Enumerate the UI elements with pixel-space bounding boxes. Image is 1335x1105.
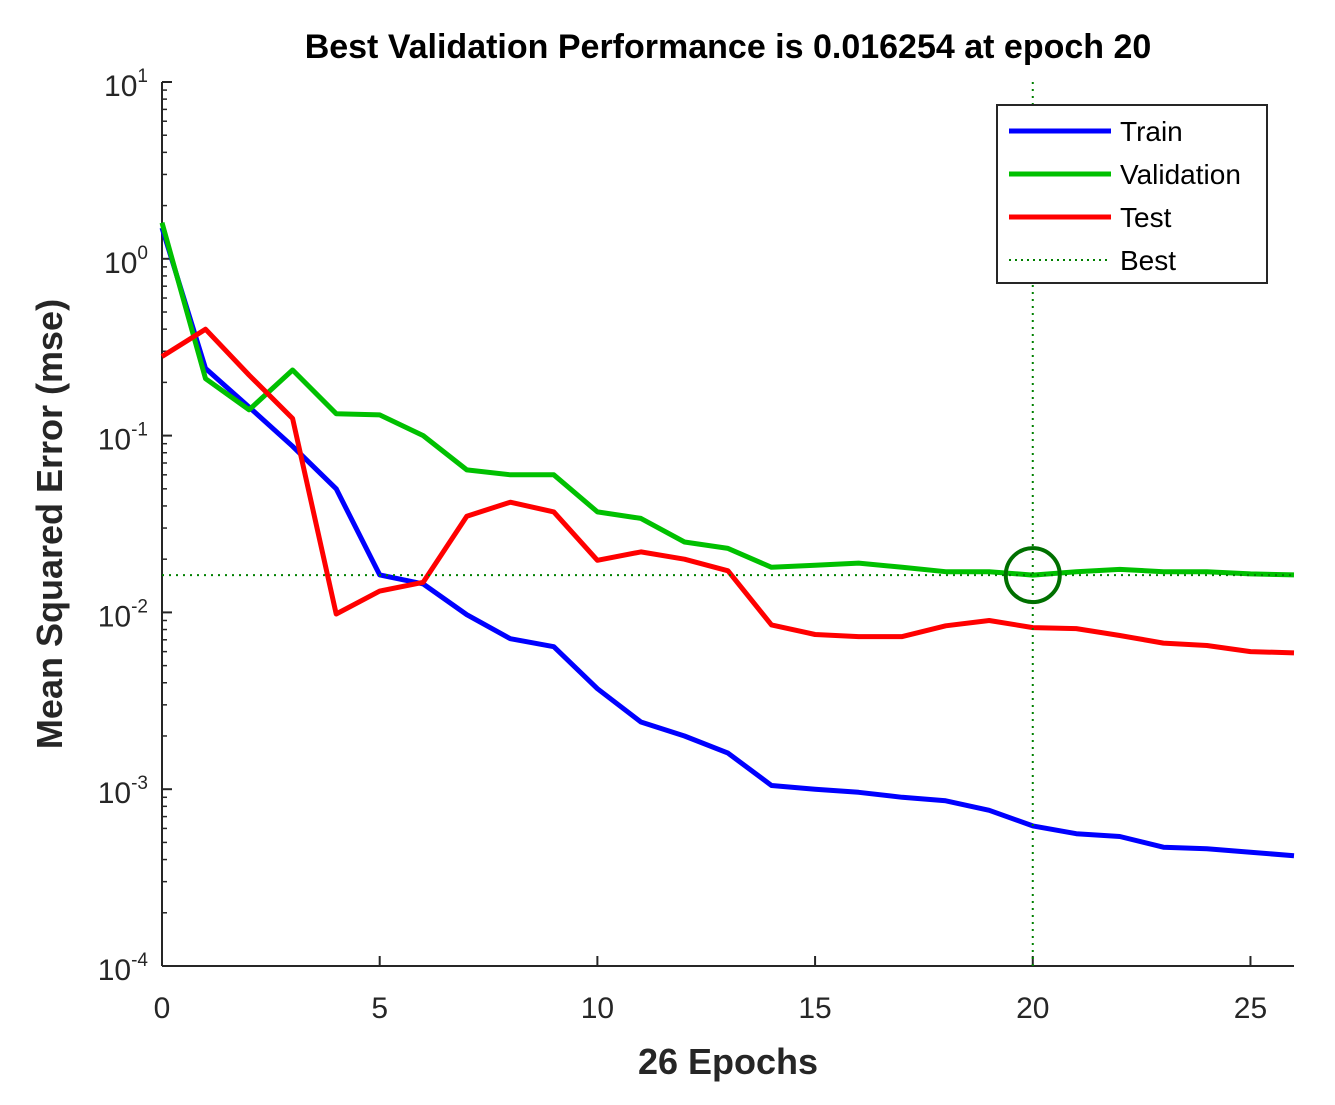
y-tick-label: 10-4 [98,950,149,987]
series-line-train [159,226,1295,859]
x-tick-label: 5 [371,992,388,1025]
best-marker-circle [1003,546,1062,605]
y-tick-exponent: -4 [131,950,148,971]
legend-label-test: Test [1120,202,1172,233]
series-line-validation [159,222,1295,578]
y-tick-exponent: -1 [131,420,148,441]
y-axis-label: Mean Squared Error (mse) [29,299,70,749]
y-tick-label: 10-3 [98,773,148,810]
legend-label-train: Train [1120,116,1183,147]
y-tick-base: 10 [98,600,131,633]
chart-title: Best Validation Performance is 0.016254 … [305,28,1152,66]
y-tick-exponent: -2 [131,596,148,617]
y-tick-exponent: 0 [137,243,148,264]
legend-label-validation: Validation [1120,159,1241,190]
y-tick-exponent: -3 [131,773,148,794]
x-tick-label: 0 [154,992,171,1025]
y-tick-base: 10 [98,777,131,810]
y-tick-label: 10-2 [98,596,148,633]
series-line-test [160,326,1295,656]
legend: Train Validation Test Best [996,104,1268,284]
x-tick-label: 25 [1234,992,1267,1025]
x-tick-label: 20 [1016,992,1049,1025]
y-tick-base: 10 [104,70,137,103]
legend-label-best: Best [1120,245,1176,276]
y-tick-base: 10 [98,424,131,457]
y-tick-label: 100 [104,243,148,280]
x-tick-label: 10 [581,992,614,1025]
y-tick-exponent: 1 [137,66,148,87]
y-tick-base: 10 [98,954,131,987]
y-tick-base: 10 [104,247,137,280]
x-axis-label: 26 Epochs [638,1041,818,1082]
y-tick-label: 10-1 [98,420,148,457]
x-tick-label: 15 [798,992,831,1025]
legend-box [996,104,1268,284]
y-tick-label: 101 [104,66,148,103]
